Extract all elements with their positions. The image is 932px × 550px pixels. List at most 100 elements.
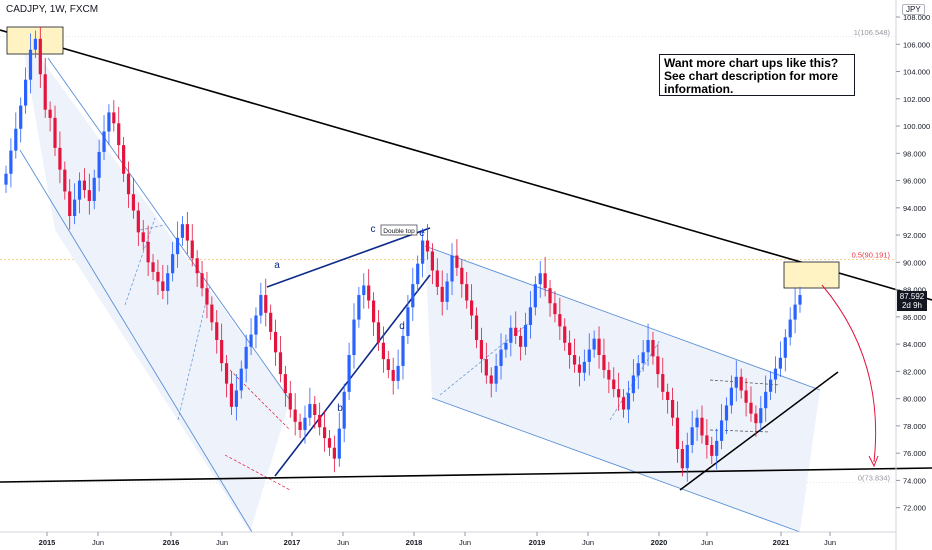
candle — [558, 297, 562, 341]
candle-body — [484, 359, 488, 376]
candle — [538, 260, 542, 298]
flag-2016-c — [224, 454, 291, 491]
candle-body — [200, 273, 204, 289]
candle-body — [97, 151, 101, 178]
candle-body — [278, 352, 283, 375]
candle-body — [43, 74, 47, 110]
candle — [778, 341, 782, 377]
candle — [411, 267, 415, 321]
candle-body — [107, 112, 111, 132]
candle-body — [308, 404, 312, 418]
fib-level-label: 0(73.834) — [858, 474, 891, 483]
candle — [14, 112, 18, 159]
candle — [636, 355, 640, 390]
candle — [489, 367, 493, 398]
candle-body — [793, 304, 797, 320]
candle — [445, 273, 449, 311]
x-tick-label: Jun — [824, 538, 836, 547]
y-tick-label: 102.000 — [903, 95, 930, 104]
candle-body — [195, 258, 199, 274]
note-line-2: See chart description for more — [664, 69, 839, 83]
y-tick-label: 106.000 — [903, 40, 930, 49]
candle-body — [783, 337, 787, 358]
price-axis[interactable]: 108.000 106.000 104.000 102.000 100.000 98.00… — [895, 0, 930, 550]
candle — [715, 428, 719, 470]
candle-body — [656, 356, 660, 375]
candle-body — [445, 281, 449, 302]
candle-body — [666, 391, 670, 401]
channel-upper-2018 — [424, 245, 821, 391]
flag-2016-b — [229, 369, 291, 431]
candle-body — [724, 405, 729, 421]
candle — [621, 389, 626, 418]
candle — [416, 255, 420, 293]
candle — [602, 338, 606, 379]
candle — [754, 405, 758, 437]
candle-body — [171, 254, 175, 274]
candle — [773, 356, 778, 394]
candle — [661, 357, 665, 401]
candle-body — [626, 393, 631, 410]
candle-body — [636, 363, 640, 376]
candle — [592, 330, 596, 358]
candle — [504, 334, 508, 358]
time-axis[interactable]: 2015 Jun 2016 Jun 2017 Jun 2018 Jun 2019 Jun 2020 J… — [0, 531, 896, 547]
candle — [38, 26, 42, 88]
candle-body — [617, 389, 621, 398]
double-top-label: Double top — [383, 228, 415, 235]
fib-level-label: 0.5(90.191) — [852, 251, 891, 260]
candle-body — [401, 335, 405, 366]
candle — [102, 115, 106, 161]
candle — [631, 359, 635, 402]
candle-body — [264, 295, 268, 313]
candle-body — [303, 417, 307, 430]
candle-body — [249, 334, 253, 347]
y-tick-label: 78.000 — [903, 422, 926, 431]
candle-body — [597, 338, 601, 356]
candle-body — [425, 240, 430, 252]
candle — [396, 349, 400, 390]
candle — [293, 393, 297, 436]
candle — [425, 224, 430, 260]
y-tick-label: 72.000 — [903, 504, 926, 513]
channel-fill-2018 — [425, 246, 820, 532]
candle-body — [24, 79, 28, 106]
candle-body — [161, 281, 165, 291]
candle-body — [460, 267, 464, 285]
currency-badge[interactable]: JPY — [902, 4, 925, 15]
candle-body — [205, 288, 209, 305]
channel-lower-2015 — [19, 149, 253, 533]
candle-body — [538, 273, 542, 285]
y-tick-label: 96.000 — [903, 177, 926, 186]
candle-body — [754, 413, 758, 424]
candle-body — [117, 123, 121, 146]
candle — [656, 344, 660, 388]
candle — [190, 224, 194, 267]
candle — [273, 319, 278, 366]
candle-body — [298, 421, 302, 430]
candle — [391, 357, 395, 395]
candle — [264, 278, 268, 327]
candle — [136, 202, 140, 246]
note-line-3: information. — [664, 82, 734, 96]
candle — [435, 258, 439, 296]
candle — [19, 97, 23, 143]
candle — [357, 286, 361, 328]
candle-body — [474, 315, 479, 341]
candle — [460, 259, 464, 298]
candle — [58, 131, 62, 184]
candle-body — [381, 342, 385, 360]
wave-label-b: b — [337, 403, 343, 414]
candle-body — [391, 370, 395, 381]
candle-body — [190, 240, 194, 259]
x-tick-label: 2021 — [773, 538, 790, 547]
candle-body — [685, 444, 689, 469]
candle — [479, 327, 484, 373]
candle-body — [778, 357, 782, 369]
candle — [220, 323, 224, 372]
candle — [126, 161, 131, 208]
candle — [788, 307, 792, 346]
candle — [666, 383, 670, 414]
candle — [322, 410, 327, 452]
